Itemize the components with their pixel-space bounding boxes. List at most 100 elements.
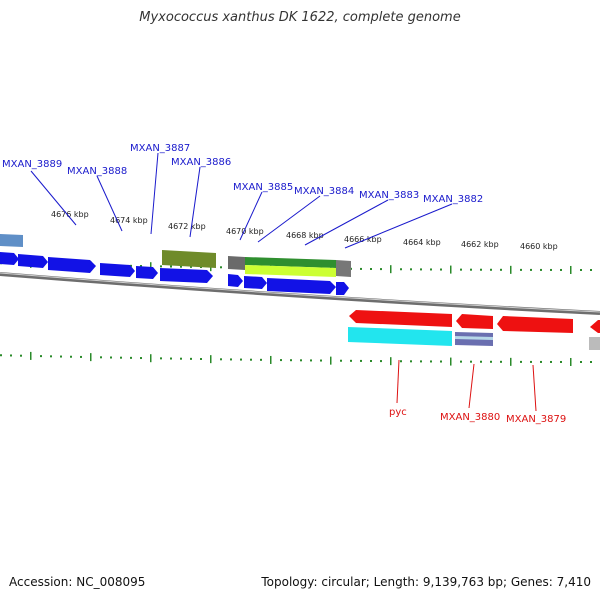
minor-tick [180,357,182,360]
scale-label: 4662 kbp [461,240,499,249]
gene-label-mxan-3883: MXAN_3883 [359,190,419,201]
minor-tick [580,360,582,363]
minor-tick [560,268,562,271]
feature-gray [336,260,351,277]
scale-label: 4672 kbp [168,222,206,231]
feature-olive [162,250,216,268]
minor-tick [220,358,222,361]
minor-tick [190,357,192,360]
minor-tick [550,268,552,271]
minor-tick [380,268,382,271]
lower-tick-ring [0,351,592,366]
minor-tick [380,360,382,363]
minor-tick [410,360,412,363]
minor-tick [400,360,402,363]
feature-cyan [348,327,452,346]
feature-silver [589,337,600,350]
gene-arrow [267,278,336,294]
topology-text: Topology: circular; Length: 9,139,763 bp… [261,575,591,589]
minor-tick [370,360,372,363]
minor-tick [430,268,432,271]
major-tick [210,355,212,364]
minor-tick [280,359,282,362]
gene-arrow [0,252,19,265]
minor-tick [530,360,532,363]
minor-tick [590,268,592,271]
minor-tick [340,359,342,362]
gene-label-mxan-3887: MXAN_3887 [130,143,190,154]
major-tick [570,265,572,274]
major-tick [30,351,32,360]
gene-label-mxan-3889: MXAN_3889 [2,159,62,170]
minor-tick [140,357,142,360]
major-tick [510,265,512,274]
gene-arrow-reverse [349,310,452,327]
gene-label-mxan-3882: MXAN_3882 [423,194,483,205]
minor-tick [110,356,112,359]
major-tick [450,265,452,274]
minor-tick [500,268,502,271]
minor-tick [320,359,322,362]
minor-tick [520,360,522,363]
minor-tick [170,265,172,268]
feature-green [245,257,336,268]
gene-arrow-steelblue [0,234,23,247]
minor-tick [240,358,242,361]
minor-tick [540,268,542,271]
minor-tick [260,358,262,361]
minor-tick [440,360,442,363]
minor-tick [430,360,432,363]
minor-tick [360,267,362,270]
minor-tick [580,268,582,271]
major-tick [570,357,572,366]
feature-lime [245,265,336,277]
minor-tick [10,354,12,357]
minor-tick [290,359,292,362]
gene-label-mxan-3879: MXAN_3879 [506,414,566,425]
minor-tick [520,268,522,271]
scale-label: 4660 kbp [520,242,558,251]
gene-arrow [136,266,158,279]
minor-tick [160,265,162,268]
minor-tick [460,268,462,271]
minor-tick [500,360,502,363]
minor-tick [420,268,422,271]
scale-label: 4666 kbp [344,235,382,244]
minor-tick [0,354,2,357]
gene-arrow [18,254,48,268]
scale-label: 4668 kbp [286,231,324,240]
minor-tick [460,360,462,363]
minor-tick [80,355,82,358]
minor-tick [480,268,482,271]
minor-tick [230,358,232,361]
minor-tick [470,268,472,271]
minor-tick [220,266,222,269]
gene-label-mxan-3885: MXAN_3885 [233,182,293,193]
minor-tick [540,360,542,363]
minor-tick [180,265,182,268]
minor-tick [120,356,122,359]
minor-tick [60,355,62,358]
minor-tick [200,358,202,360]
gene-arrow [160,268,213,283]
gene-arrow-reverse [497,316,573,333]
minor-tick [590,360,592,363]
major-tick [390,265,392,274]
scale-label: 4676 kbp [51,210,89,219]
minor-tick [130,264,132,267]
minor-tick [350,359,352,362]
scale-label: 4664 kbp [403,238,441,247]
gene-arrow [48,257,96,273]
major-tick [330,356,332,365]
minor-tick [550,360,552,363]
gene-arrow [336,282,349,295]
minor-tick [250,358,252,361]
minor-tick [480,360,482,363]
minor-tick [160,357,162,360]
gene-label-mxan-3886: MXAN_3886 [171,157,231,168]
minor-tick [490,360,492,363]
major-tick [450,357,452,366]
accession-text: Accession: NC_008095 [9,575,146,589]
major-tick [510,357,512,366]
gene-arrow [100,263,135,277]
